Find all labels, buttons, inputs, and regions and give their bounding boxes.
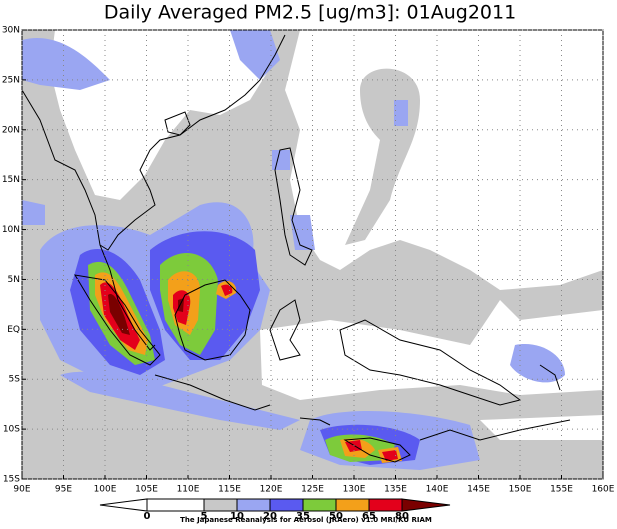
y-tick-label: 5N [8,275,20,285]
colorbar-box [203,498,238,512]
map-title: Daily Averaged PM2.5 [ug/m3]: 01Aug2011 [104,2,516,24]
x-tick-label: 135E [384,485,407,495]
colorbar-label: 80 [395,511,409,522]
x-tick-label: 155E [550,485,573,495]
y-tick-label: 5S [9,375,21,385]
x-tick-label: 120E [260,485,283,495]
x-tick-label: 90E [13,485,30,495]
colorbar-label: 10 [230,511,244,522]
credit: The Japanese Reanalysis for Aerosol (JRA… [180,516,432,524]
y-tick-label: 10N [2,225,20,235]
x-tick-label: 110E [177,485,200,495]
coastlines [21,34,571,463]
y-tick-label: 30N [2,26,20,36]
y-tick-label: EQ [7,325,20,335]
y-tick-label: 15N [2,175,20,185]
colorbar-label: 20 [263,511,277,522]
field [22,30,603,479]
colorbar-box [302,498,337,512]
colorbar-label: 35 [296,511,310,522]
y-tick-label: 10S [3,425,20,435]
colorbar-box [236,498,271,512]
x-tick-label: 150E [509,485,532,495]
y-tick-label: 25N [2,75,20,85]
colorbar-high [401,498,451,512]
x-tick-label: 105E [135,485,158,495]
y-tick-label: 20N [2,125,20,135]
x-tick-label: 95E [55,485,72,495]
colorbar-label: 0 [144,511,151,522]
x-tick-label: 160E [592,485,615,495]
colorbar-box [368,498,403,512]
colorbar: 0 5 10 20 35 50 65 80 [99,498,451,522]
colorbar-low [99,498,148,512]
x-tick-label: 130E [343,485,366,495]
colorbar-box [146,498,205,512]
x-tick-label: 115E [218,485,241,495]
x-tick-label: 145E [467,485,490,495]
y-tick-label: 15S [3,475,20,485]
colorbar-box [335,498,370,512]
colorbar-label: 5 [201,511,208,522]
colorbar-label: 50 [329,511,343,522]
x-tick-label: 100E [94,485,117,495]
colorbar-label: 65 [362,511,376,522]
colorbar-box [269,498,304,512]
field-above-80 [108,294,184,335]
x-tick-label: 140E [426,485,449,495]
x-tick-label: 125E [301,485,324,495]
